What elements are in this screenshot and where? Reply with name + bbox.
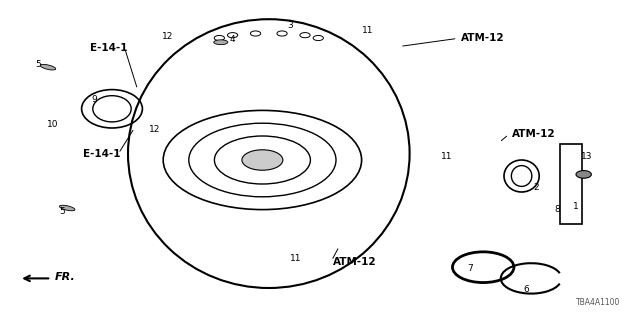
Text: ATM-12: ATM-12 xyxy=(461,33,504,44)
Text: 11: 11 xyxy=(290,254,301,263)
Text: 2: 2 xyxy=(534,183,539,192)
Text: 5: 5 xyxy=(60,207,65,216)
Text: 6: 6 xyxy=(524,285,529,294)
Text: 1: 1 xyxy=(573,202,579,211)
Text: 9: 9 xyxy=(92,95,97,104)
Text: E-14-1: E-14-1 xyxy=(90,43,127,53)
Text: E-14-1: E-14-1 xyxy=(83,148,121,159)
Circle shape xyxy=(242,150,283,170)
Text: 4: 4 xyxy=(230,35,235,44)
Text: FR.: FR. xyxy=(54,272,75,282)
Text: 11: 11 xyxy=(441,152,452,161)
Text: 12: 12 xyxy=(149,125,161,134)
Text: 10: 10 xyxy=(47,120,58,129)
Text: ATM-12: ATM-12 xyxy=(333,257,376,268)
Ellipse shape xyxy=(60,205,75,211)
Text: 11: 11 xyxy=(362,26,374,35)
Ellipse shape xyxy=(214,40,228,45)
Circle shape xyxy=(576,171,591,178)
Ellipse shape xyxy=(40,64,56,70)
Text: 7: 7 xyxy=(468,264,473,273)
Text: 3: 3 xyxy=(287,21,292,30)
Text: 5: 5 xyxy=(36,60,41,68)
Text: 12: 12 xyxy=(162,32,173,41)
Text: ATM-12: ATM-12 xyxy=(512,129,556,140)
Text: TBA4A1100: TBA4A1100 xyxy=(577,298,621,307)
Text: 8: 8 xyxy=(554,205,559,214)
Text: 13: 13 xyxy=(581,152,593,161)
